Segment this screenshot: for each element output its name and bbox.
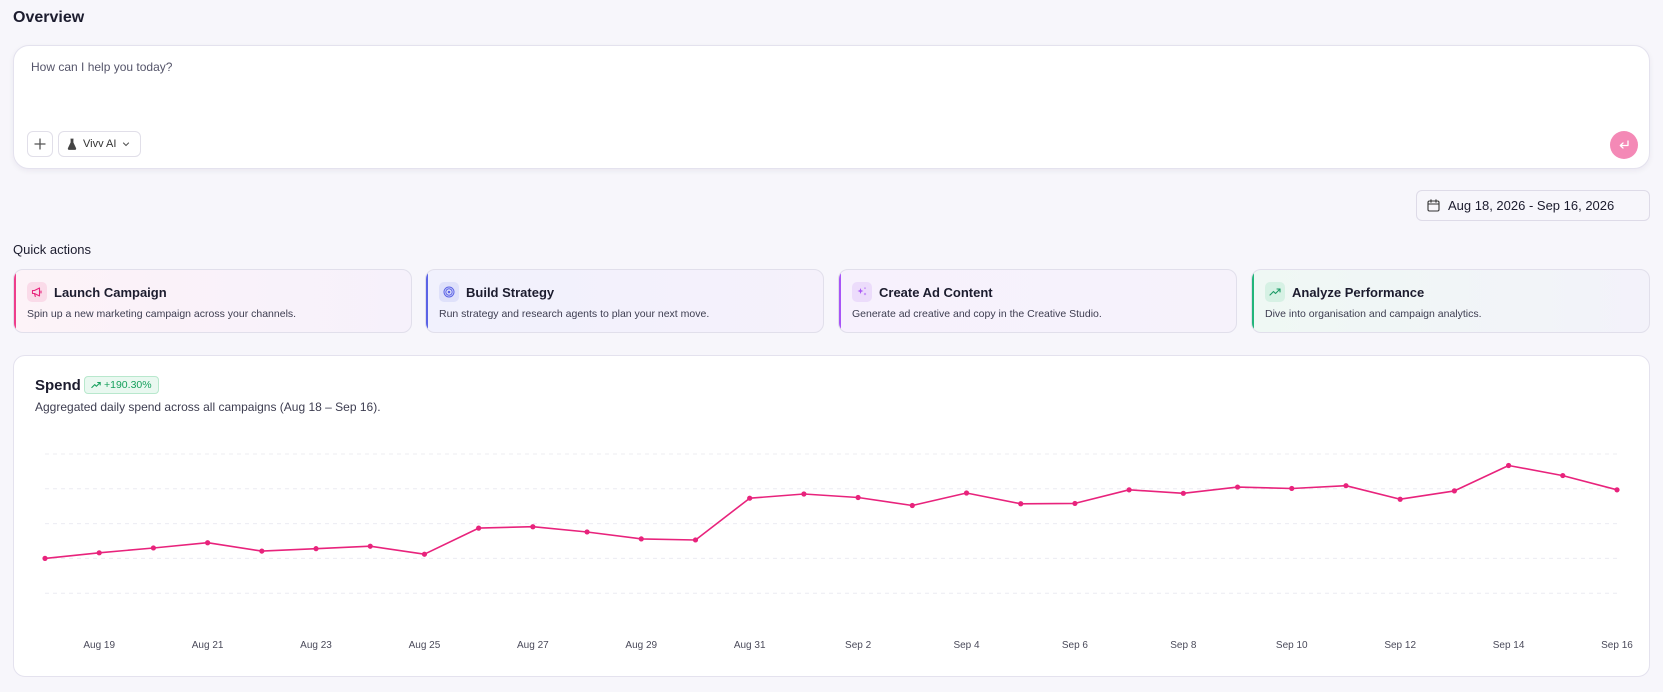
spend-data-point[interactable] (421, 551, 428, 557)
x-tick-label: Aug 21 (192, 640, 224, 651)
x-tick-label: Sep 8 (1170, 640, 1197, 651)
x-tick-label: Aug 23 (300, 640, 332, 651)
x-tick-label: Aug 27 (517, 640, 549, 651)
spend-data-point[interactable] (801, 491, 807, 497)
spend-data-point[interactable] (96, 550, 102, 556)
plus-icon (34, 138, 46, 150)
spend-data-point[interactable] (313, 546, 319, 552)
spend-line-chart: Aug 19 Aug 21 Aug 23 Aug 25 Aug 27 Aug 29 Aug … (42, 453, 1633, 651)
trending-up-icon (91, 381, 101, 389)
card-accent (839, 270, 841, 332)
quick-action-launch-campaign[interactable]: Launch Campaign Spin up a new marketing … (13, 269, 412, 333)
quick-action-title: Analyze Performance (1292, 285, 1425, 300)
quick-action-description: Spin up a new marketing campaign across … (27, 308, 297, 320)
quick-action-description: Generate ad creative and copy in the Cre… (852, 308, 1102, 320)
spend-data-point[interactable] (1126, 487, 1132, 493)
spend-data-point[interactable] (530, 524, 536, 530)
enter-icon (1619, 140, 1629, 149)
date-range-label: Aug 18, 2026 - Sep 16, 2026 (1448, 198, 1615, 213)
x-tick-label: Sep 2 (845, 640, 872, 651)
prompt-input[interactable] (31, 60, 1591, 100)
card-accent (1252, 270, 1254, 332)
spend-data-point[interactable] (367, 543, 373, 549)
quick-action-title: Build Strategy (466, 285, 555, 300)
quick-action-description: Run strategy and research agents to plan… (439, 308, 710, 320)
x-tick-label: Aug 29 (625, 640, 657, 651)
x-tick-label: Aug 31 (734, 640, 766, 651)
x-tick-label: Sep 16 (1601, 640, 1633, 651)
spend-data-point[interactable] (1505, 462, 1512, 469)
page-title: Overview (13, 9, 85, 26)
chevron-down-icon (123, 142, 130, 147)
quick-action-analyze-performance[interactable]: Analyze Performance Dive into organisati… (1251, 269, 1650, 333)
spend-data-point[interactable] (1180, 490, 1186, 496)
model-selector-button[interactable]: Vivv AI (58, 131, 142, 157)
spend-title: Spend (35, 377, 81, 394)
x-tick-label: Sep 4 (953, 640, 980, 651)
quick-action-description: Dive into organisation and campaign anal… (1265, 308, 1482, 320)
trending-up-icon (1265, 282, 1285, 302)
spend-data-point[interactable] (476, 525, 482, 531)
spend-data-point[interactable] (1560, 472, 1566, 479)
spend-data-point[interactable] (259, 548, 265, 554)
spend-data-point[interactable] (1072, 500, 1078, 507)
spend-data-point[interactable] (1234, 484, 1241, 490)
x-tick-label: Sep 10 (1276, 640, 1308, 651)
spend-data-point[interactable] (1018, 501, 1024, 507)
x-tick-label: Aug 19 (83, 640, 115, 651)
card-accent (14, 270, 16, 332)
spend-data-point[interactable] (584, 529, 590, 535)
spend-data-point[interactable] (1289, 485, 1295, 492)
spend-data-point[interactable] (1343, 483, 1349, 489)
target-icon (439, 282, 459, 302)
spend-data-point[interactable] (1614, 487, 1620, 493)
card-accent (426, 270, 428, 332)
quick-action-title: Create Ad Content (879, 285, 993, 300)
spend-change-value: +190.30% (104, 379, 152, 391)
spend-data-point[interactable] (150, 545, 157, 551)
x-tick-label: Aug 25 (409, 640, 441, 651)
spend-data-point[interactable] (638, 536, 644, 542)
quick-action-title: Launch Campaign (54, 285, 167, 300)
spend-series-line (44, 464, 1618, 560)
spend-description: Aggregated daily spend across all campai… (35, 400, 381, 414)
calendar-icon (1427, 199, 1440, 212)
spend-data-point[interactable] (747, 495, 753, 501)
spend-change-badge: +190.30% (84, 376, 159, 394)
spend-data-point[interactable] (42, 555, 48, 561)
sparkles-icon (852, 282, 872, 302)
quick-action-build-strategy[interactable]: Build Strategy Run strategy and research… (425, 269, 824, 333)
megaphone-icon (27, 282, 47, 302)
spend-data-point[interactable] (909, 502, 915, 509)
quick-actions-title: Quick actions (13, 242, 92, 257)
add-attachment-button[interactable] (27, 131, 53, 157)
send-button[interactable] (1610, 131, 1638, 159)
spend-card: Spend +190.30% Aggregated daily spend ac… (13, 355, 1650, 677)
date-range-picker[interactable]: Aug 18, 2026 - Sep 16, 2026 (1416, 190, 1650, 221)
x-tick-label: Sep 14 (1493, 640, 1525, 651)
x-tick-label: Sep 6 (1062, 640, 1089, 651)
prompt-box: Vivv AI (13, 45, 1650, 169)
spend-data-point[interactable] (963, 490, 970, 496)
spend-data-point[interactable] (692, 537, 699, 543)
quick-action-create-ad-content[interactable]: Create Ad Content Generate ad creative a… (838, 269, 1237, 333)
x-tick-label: Sep 12 (1384, 640, 1416, 651)
spend-data-point[interactable] (1397, 496, 1403, 502)
flask-icon (67, 138, 77, 150)
model-selector-label: Vivv AI (83, 138, 117, 150)
spend-data-point[interactable] (855, 494, 861, 501)
spend-data-point[interactable] (205, 540, 211, 546)
spend-data-point[interactable] (1451, 488, 1457, 494)
